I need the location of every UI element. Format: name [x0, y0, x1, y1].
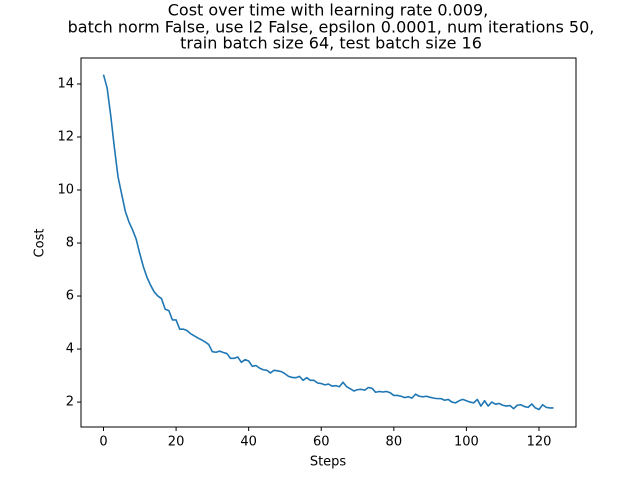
x-tick-label: 100 — [454, 435, 479, 450]
y-axis-label: Cost — [33, 229, 48, 258]
y-tick-label: 2 — [66, 395, 74, 410]
x-tick-label: 80 — [386, 435, 403, 450]
chart-title: Cost over time with learning rate 0.009, — [168, 1, 489, 20]
x-tick-label: 60 — [313, 435, 330, 450]
y-tick-label: 10 — [57, 183, 74, 198]
chart-title: train batch size 64, test batch size 16 — [180, 34, 482, 53]
x-axis-label: Steps — [310, 455, 347, 470]
line-series — [102, 74, 554, 411]
x-tick-label: 20 — [168, 435, 185, 450]
x-tick-label: 40 — [240, 435, 257, 450]
y-tick-label: 6 — [66, 289, 74, 304]
x-tick-label: 0 — [99, 435, 107, 450]
y-tick-label: 8 — [66, 236, 74, 251]
y-tick-label: 14 — [57, 76, 74, 91]
x-tick-label: 120 — [527, 435, 552, 450]
plot-frame — [80, 57, 577, 428]
chart-title: batch norm False, use l2 False, epsilon … — [68, 18, 595, 37]
y-tick-label: 4 — [66, 342, 74, 357]
y-tick-label: 12 — [57, 129, 74, 144]
